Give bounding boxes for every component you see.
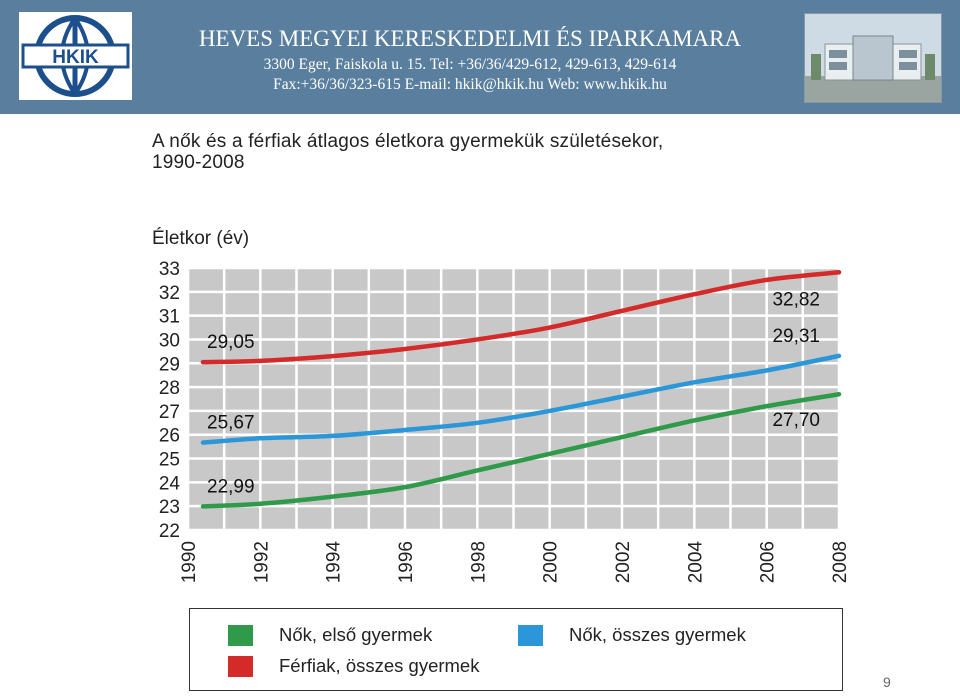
data-label-start: 25,67 <box>207 413 255 434</box>
x-tick-label: 1990 <box>179 541 200 583</box>
x-tick-label: 2000 <box>541 541 562 583</box>
logo-text: HKIK <box>52 47 99 68</box>
legend-swatch-blue <box>518 624 543 646</box>
legend-label: Férfiak, összes gyermek <box>279 655 480 676</box>
legend-item-all-children-women: Nők, összes gyermek <box>518 624 746 646</box>
series-line <box>200 391 842 509</box>
y-tick-label: 29 <box>159 354 180 375</box>
x-tick-label: 2008 <box>830 541 851 583</box>
legend-item-all-children-men: Férfiak, összes gyermek <box>228 655 479 677</box>
x-tick-label: 1998 <box>468 541 489 583</box>
chart-title-line-1: A nők és a férfiak átlagos életkora gyer… <box>152 131 664 152</box>
legend-label: Nők, összes gyermek <box>569 624 746 645</box>
y-tick-label: 32 <box>159 283 180 304</box>
contact-line: Fax:+36/36/323-615 E-mail: hkik@hkik.hu … <box>273 76 667 93</box>
y-tick-label: 22 <box>159 521 180 542</box>
y-tick-label: 31 <box>159 307 180 328</box>
data-label-start: 29,05 <box>207 332 255 353</box>
organization-name: HEVES MEGYEI KERESKEDELMI ÉS IPARKAMARA <box>198 26 742 51</box>
legend-label: Nők, első gyermek <box>279 624 433 645</box>
x-tick-label: 1996 <box>396 541 417 583</box>
address-line: 3300 Eger, Faiskola u. 15. Tel: +36/36/4… <box>263 56 677 73</box>
data-label-end: 27,70 <box>772 410 820 431</box>
header-banner: HKIK HEVES MEGYEI KERESKEDELMI ÉS IPARKA… <box>0 0 960 114</box>
y-tick-label: 26 <box>159 426 180 447</box>
series-line <box>200 353 842 445</box>
chart-title-line-2: 1990-2008 <box>152 152 245 173</box>
legend-swatch-red <box>228 655 253 677</box>
y-tick-label: 33 <box>159 259 180 280</box>
data-label-end: 29,31 <box>772 326 820 347</box>
legend-item-first-child: Nők, első gyermek <box>228 624 432 646</box>
x-tick-label: 1994 <box>324 541 345 584</box>
chart-title: A nők és a férfiak átlagos életkora gyer… <box>152 131 663 173</box>
data-label-start: 22,99 <box>207 476 255 497</box>
y-axis-label: Életkor (év) <box>152 228 250 249</box>
x-tick-label: 2002 <box>613 541 634 583</box>
y-tick-label: 25 <box>159 450 180 471</box>
data-label-end: 32,82 <box>772 289 820 310</box>
x-tick-label: 2004 <box>685 541 706 584</box>
page-number: 9 <box>883 674 891 690</box>
building-photo <box>804 13 942 103</box>
x-tick-label: 2006 <box>758 541 779 583</box>
legend-swatch-green <box>228 624 253 646</box>
y-tick-label: 28 <box>159 378 180 399</box>
x-tick-label: 1992 <box>251 541 272 583</box>
y-tick-label: 27 <box>159 402 180 423</box>
y-tick-label: 24 <box>159 473 181 494</box>
series-line <box>200 270 842 365</box>
y-tick-label: 23 <box>159 497 180 518</box>
hkik-logo: HKIK <box>19 12 132 100</box>
chart-legend: Nők, első gyermek Nők, összes gyermek Fé… <box>189 608 843 691</box>
hkik-logo-graphic: HKIK <box>21 15 130 97</box>
y-tick-label: 30 <box>159 330 180 351</box>
